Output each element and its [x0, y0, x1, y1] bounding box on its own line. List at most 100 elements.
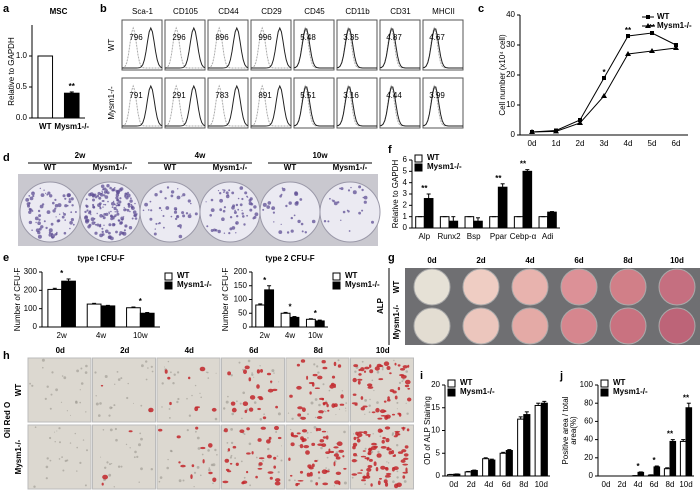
lipid-droplet: [275, 478, 281, 482]
legend-label: WT: [657, 12, 670, 21]
cell: [58, 427, 61, 430]
cell: [288, 479, 291, 482]
lipid-droplet: [243, 369, 247, 375]
lipid-droplet: [360, 396, 364, 400]
cell: [115, 438, 118, 442]
lipid-droplet: [370, 483, 373, 487]
colony-dot: [110, 214, 113, 218]
bar: [61, 280, 76, 328]
marker-label: CD45: [304, 7, 325, 16]
lipid-droplet: [315, 427, 318, 432]
lipid-droplet: [402, 463, 409, 466]
cell: [141, 364, 144, 368]
isotype-curve: [250, 84, 291, 127]
cell: [381, 366, 384, 369]
lipid-droplet: [391, 450, 395, 455]
percent-label: 3.35: [343, 33, 359, 42]
micrograph: [156, 357, 221, 423]
cell: [251, 372, 253, 374]
lipid-droplet: [385, 438, 390, 443]
colony-dot: [113, 206, 117, 211]
colony-dot: [43, 220, 46, 223]
colony-dot: [170, 190, 175, 194]
cell: [212, 463, 216, 467]
cell: [327, 431, 328, 433]
cell: [172, 382, 175, 385]
well: [511, 307, 549, 345]
lipid-droplet: [256, 369, 260, 374]
marker: [649, 48, 655, 53]
y-tick-label: 0: [511, 130, 516, 139]
bar: [470, 470, 478, 477]
y-tick-label: 0.5: [16, 82, 28, 91]
colony-dot: [64, 219, 66, 221]
legend-swatch: [447, 379, 456, 388]
day-label: 2d: [120, 346, 129, 355]
cell: [333, 485, 335, 487]
lipid-droplet: [381, 439, 385, 444]
colony-dot: [217, 229, 221, 234]
cell: [45, 477, 48, 480]
cell: [46, 385, 49, 388]
cell: [230, 441, 234, 445]
lipid-droplet: [380, 415, 387, 417]
cell: [177, 397, 180, 401]
colony-dot: [106, 184, 110, 188]
cell: [251, 373, 254, 376]
colony-dot: [299, 198, 303, 201]
well: [609, 268, 647, 306]
cell: [376, 401, 379, 404]
lipid-droplet: [385, 467, 389, 471]
cell: [49, 459, 52, 462]
cell: [240, 460, 243, 463]
cell: [322, 383, 325, 386]
colony-dot: [70, 211, 73, 214]
stain-curve: [293, 28, 334, 69]
colony-dot: [74, 211, 77, 213]
colony-dot: [61, 215, 65, 219]
lipid-droplet: [395, 431, 399, 437]
cell: [200, 474, 202, 477]
colony-dot: [155, 222, 158, 225]
cell: [328, 389, 331, 392]
colony-dot: [47, 191, 51, 195]
colony-dot: [85, 198, 88, 201]
bar: [139, 312, 155, 328]
colony-dot: [64, 204, 68, 208]
histogram-box: [207, 19, 249, 71]
cell: [206, 371, 209, 374]
colony-dot: [71, 204, 74, 207]
cell: [239, 402, 242, 405]
colony-dot: [68, 200, 72, 204]
marker: [553, 128, 559, 134]
colony-dot: [267, 201, 272, 205]
colony-dot: [39, 204, 44, 209]
cell: [102, 429, 105, 431]
legend-marker: [645, 23, 651, 28]
panel-letter: a: [3, 3, 10, 15]
cell: [177, 371, 180, 374]
cell: [84, 371, 88, 374]
histogram-box: [121, 77, 163, 129]
x-tick-label: 6d: [502, 480, 511, 489]
x-tick-label: 0d: [449, 480, 458, 489]
lipid-droplet: [257, 407, 261, 411]
panel-letter: g: [388, 252, 395, 264]
colony-dot: [118, 200, 122, 204]
colony-dot: [105, 229, 109, 234]
cell: [398, 381, 402, 384]
colony-dot: [273, 221, 275, 223]
cell: [117, 378, 121, 381]
stain-curve: [165, 84, 206, 127]
cell: [316, 365, 319, 368]
colony-dot: [101, 200, 104, 202]
y-tick-label: 1: [403, 212, 408, 221]
colony-dot: [190, 202, 192, 205]
lipid-droplet: [394, 362, 397, 366]
chart-title: type I CFU-F: [77, 254, 124, 263]
colony-dot: [110, 217, 114, 221]
legend-swatch: [164, 281, 173, 290]
colony-dot: [100, 184, 105, 189]
colony-dot: [59, 213, 61, 215]
cell: [49, 436, 52, 440]
